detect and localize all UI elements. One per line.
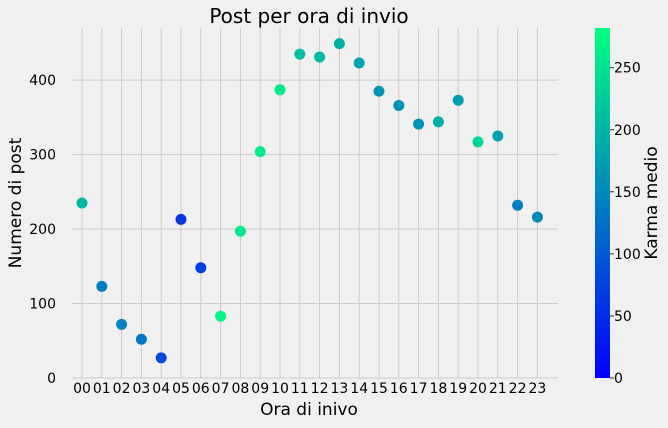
x-tick-label: 18 <box>429 381 447 397</box>
y-axis-label: Numero di post <box>6 137 26 268</box>
x-tick-label: 14 <box>350 381 368 397</box>
x-tick-label: 10 <box>271 381 289 397</box>
data-point <box>76 197 88 209</box>
data-point <box>314 51 326 63</box>
x-tick-label: 01 <box>93 381 111 397</box>
x-tick-label: 03 <box>132 381 150 397</box>
x-tick-labels: 00 01 02 03 04 05 06 07 08 09 10 11 12 13 14 15 16 17 18 19… <box>73 381 546 397</box>
data-point <box>234 225 246 237</box>
data-point <box>512 199 524 211</box>
data-point <box>175 213 187 225</box>
data-point <box>353 57 365 69</box>
data-points <box>76 38 543 364</box>
data-point <box>472 136 484 148</box>
x-tick-label: 16 <box>390 381 408 397</box>
colorbar-tick-label: 100 <box>614 247 641 263</box>
x-tick-label: 17 <box>410 381 428 397</box>
data-point <box>413 118 425 130</box>
y-tick-label: 0 <box>47 371 56 387</box>
grid <box>72 28 558 379</box>
colorbar <box>595 28 610 378</box>
data-point <box>155 352 167 364</box>
x-tick-label: 06 <box>192 381 210 397</box>
x-tick-label: 13 <box>330 381 348 397</box>
data-point <box>274 84 286 96</box>
x-tick-label: 15 <box>370 381 388 397</box>
data-point <box>294 48 306 60</box>
x-tick-label: 19 <box>449 381 467 397</box>
data-point <box>492 130 504 142</box>
y-tick-label: 200 <box>29 222 56 238</box>
y-tick-label: 400 <box>29 73 56 89</box>
data-point <box>96 280 108 292</box>
x-tick-label: 09 <box>251 381 269 397</box>
data-point <box>195 262 207 274</box>
data-point <box>254 146 266 158</box>
data-point <box>215 310 227 322</box>
data-point <box>432 116 444 128</box>
data-point <box>452 94 464 106</box>
data-point <box>135 333 147 345</box>
colorbar-tick-labels: 0 50 100 150 200 250 <box>610 61 641 387</box>
x-tick-label: 08 <box>231 381 249 397</box>
y-tick-label: 100 <box>29 297 56 313</box>
y-tick-label: 300 <box>29 148 56 164</box>
x-tick-label: 11 <box>291 381 309 397</box>
x-tick-label: 12 <box>311 381 329 397</box>
x-tick-label: 04 <box>152 381 170 397</box>
colorbar-tick-label: 50 <box>614 309 632 325</box>
x-tick-label: 05 <box>172 381 190 397</box>
x-tick-label: 22 <box>509 381 527 397</box>
colorbar-tick-label: 250 <box>614 61 641 77</box>
colorbar-tick-label: 200 <box>614 123 641 139</box>
data-point <box>116 318 128 330</box>
x-tick-label: 23 <box>528 381 546 397</box>
colorbar-tick-label: 150 <box>614 185 641 201</box>
data-point <box>393 99 405 111</box>
x-tick-label: 02 <box>113 381 131 397</box>
colorbar-tick-label: 0 <box>614 371 623 387</box>
data-point <box>531 211 543 223</box>
data-point <box>373 85 385 97</box>
x-tick-label: 21 <box>489 381 507 397</box>
x-tick-label: 07 <box>212 381 230 397</box>
colorbar-label: Karma medio <box>642 146 662 259</box>
x-tick-label: 20 <box>469 381 487 397</box>
y-tick-labels: 0 100 200 300 400 <box>29 73 56 387</box>
x-axis-label: Ora di inivo <box>260 400 358 420</box>
data-point <box>333 38 345 50</box>
x-tick-label: 00 <box>73 381 91 397</box>
chart-title: Post per ora di invio <box>209 4 408 28</box>
